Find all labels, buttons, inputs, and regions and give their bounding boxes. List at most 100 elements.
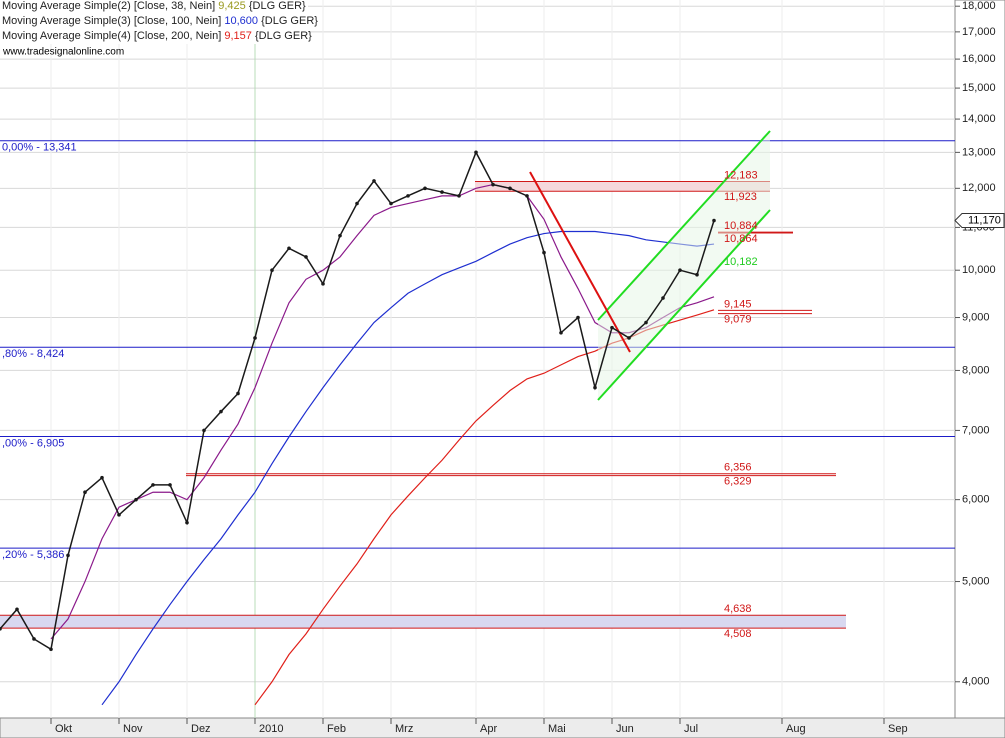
price-point <box>389 201 393 206</box>
y-tick-label: 10,000 <box>962 264 996 276</box>
y-tick-label: 15,000 <box>962 82 996 94</box>
y-tick-label: 16,000 <box>962 53 996 65</box>
trend-line <box>529 171 631 353</box>
price-point <box>304 255 308 259</box>
price-point <box>491 182 495 187</box>
price-tag-label: 11,170 <box>968 214 1001 226</box>
x-tick-label: Mai <box>548 723 566 735</box>
plot-area <box>0 0 955 718</box>
price-point <box>117 513 121 517</box>
price-point <box>576 315 580 320</box>
x-tick-label: Nov <box>123 723 143 735</box>
fib-label: 0,00% - 13,341 <box>2 142 77 154</box>
channel-fill <box>598 131 770 400</box>
price-point <box>508 186 512 191</box>
price-point <box>627 336 631 340</box>
price-point <box>423 186 427 191</box>
price-point <box>457 194 461 198</box>
x-axis-area <box>0 717 1005 738</box>
x-tick-label: Dez <box>191 723 211 735</box>
y-tick-label: 4,000 <box>962 676 990 688</box>
legend-name: Moving Average Simple(3) [Close, 100, Ne… <box>2 15 221 27</box>
price-point <box>202 428 206 433</box>
price-point <box>49 647 53 652</box>
fib-label: ,20% - 5,386 <box>2 549 64 561</box>
y-tick-label: 14,000 <box>962 113 996 125</box>
legend-instrument: {DLG GER} <box>249 0 306 12</box>
price-point <box>695 272 699 277</box>
price-point <box>236 391 240 396</box>
y-tick-label: 17,000 <box>962 26 996 38</box>
price-point <box>321 282 325 286</box>
legend-instrument: {DLG GER} <box>261 15 318 27</box>
channel-lower <box>597 209 771 401</box>
channel-label: 10,182 <box>724 256 758 268</box>
price-point <box>338 233 342 238</box>
price-level-label: 9,079 <box>724 314 752 326</box>
legend-value: 10,600 <box>224 15 258 27</box>
y-tick-label: 13,000 <box>962 146 996 158</box>
price-point <box>593 385 597 390</box>
x-tick-label: Apr <box>480 723 497 735</box>
fib-label: ,00% - 6,905 <box>2 437 64 449</box>
price-point <box>185 520 189 525</box>
legend-instrument: {DLG GER} <box>255 30 312 42</box>
legend-name: Moving Average Simple(2) [Close, 38, Nei… <box>2 0 215 12</box>
price-level-label: 6,356 <box>724 462 752 474</box>
y-tick-label: 6,000 <box>962 494 990 506</box>
price-point <box>644 320 648 325</box>
y-tick-label: 7,000 <box>962 424 990 436</box>
price-point <box>83 490 87 495</box>
price-point <box>100 475 104 480</box>
price-level-label: 10,884 <box>724 220 758 232</box>
y-axis-area <box>954 0 1005 738</box>
price-point <box>678 268 682 273</box>
price-point <box>474 150 478 155</box>
price-level-label: 10,864 <box>724 233 758 245</box>
y-tick-label: 8,000 <box>962 364 990 376</box>
price-point <box>372 179 376 183</box>
price-point <box>712 218 716 223</box>
price-point <box>168 483 172 487</box>
y-tick-label: 9,000 <box>962 311 990 323</box>
legend-value: 9,157 <box>224 30 252 42</box>
y-tick-label: 18,000 <box>962 0 996 12</box>
ma-line <box>101 230 715 706</box>
level-zone <box>475 181 770 192</box>
price-point <box>406 194 410 198</box>
price-point <box>559 330 563 335</box>
price-point <box>0 627 2 631</box>
price-point <box>610 325 614 330</box>
x-tick-label: Jul <box>684 723 698 735</box>
price-point <box>542 250 546 255</box>
fib-label: ,80% - 8,424 <box>2 348 64 360</box>
legend-value: 9,425 <box>218 0 246 12</box>
price-point <box>440 190 444 194</box>
price-level-label: 4,508 <box>724 628 752 640</box>
price-point <box>32 637 36 641</box>
legend-entry: Moving Average Simple(2) [Close, 38, Nei… <box>2 0 306 12</box>
price-level-label: 12,183 <box>724 169 758 181</box>
price-level-label: 9,145 <box>724 298 752 310</box>
legend-name: Moving Average Simple(4) [Close, 200, Ne… <box>2 30 221 42</box>
price-point <box>525 194 529 198</box>
y-tick-label: 5,000 <box>962 575 990 587</box>
price-level-label: 4,638 <box>724 603 752 615</box>
price-level-label: 6,329 <box>724 476 752 488</box>
x-tick-label: Jun <box>616 723 634 735</box>
watermark: www.tradesignalonline.com <box>2 47 124 58</box>
level-zone <box>0 615 846 629</box>
x-tick-label: Feb <box>327 723 346 735</box>
x-tick-label: Okt <box>55 723 72 735</box>
price-point <box>15 607 19 612</box>
price-point <box>270 268 274 273</box>
price-point <box>219 409 223 414</box>
price-point <box>253 336 257 340</box>
price-point <box>287 246 291 251</box>
price-point <box>355 201 359 206</box>
y-tick-label: 12,000 <box>962 182 996 194</box>
price-point <box>134 497 138 502</box>
x-tick-label: 2010 <box>259 723 283 735</box>
price-tag <box>954 213 1005 229</box>
